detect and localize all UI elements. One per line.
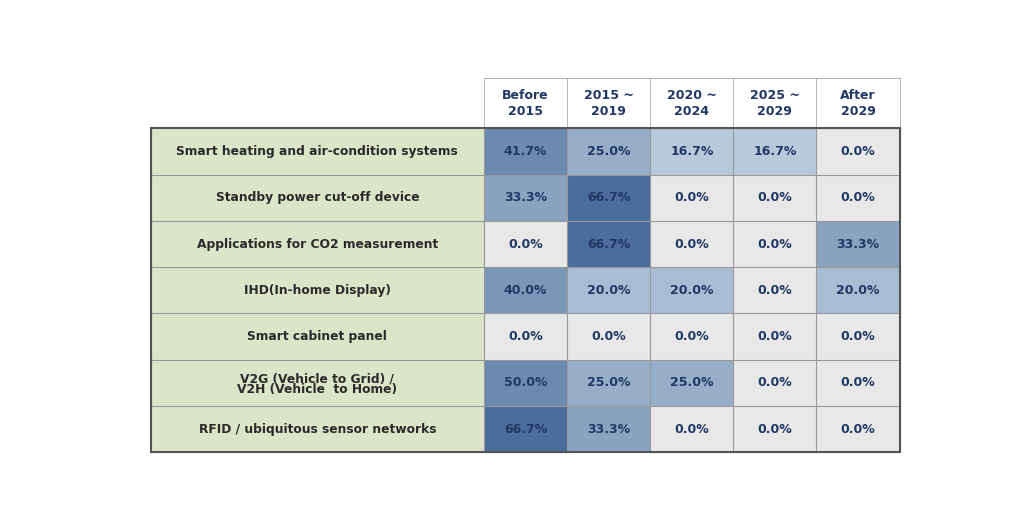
Bar — [817, 221, 900, 267]
Text: 33.3%: 33.3% — [587, 422, 631, 435]
Text: 0.0%: 0.0% — [674, 330, 709, 343]
Bar — [650, 313, 733, 360]
Bar — [484, 267, 567, 313]
Text: 0.0%: 0.0% — [841, 422, 876, 435]
Text: 50.0%: 50.0% — [503, 376, 547, 389]
Text: Smart cabinet panel: Smart cabinet panel — [247, 330, 387, 343]
Bar — [650, 406, 733, 452]
Bar — [567, 175, 650, 221]
Bar — [817, 175, 900, 221]
Bar — [567, 267, 650, 313]
Text: V2H (Vehicle  to Home): V2H (Vehicle to Home) — [237, 383, 398, 396]
Text: 0.0%: 0.0% — [674, 191, 709, 204]
Text: 0.0%: 0.0% — [841, 330, 876, 343]
Bar — [733, 129, 817, 175]
Bar — [151, 360, 484, 406]
Bar — [484, 313, 567, 360]
Text: 25.0%: 25.0% — [587, 145, 631, 158]
Text: 25.0%: 25.0% — [587, 376, 631, 389]
Bar — [567, 313, 650, 360]
Text: 0.0%: 0.0% — [841, 191, 876, 204]
Bar — [151, 406, 484, 452]
Bar — [650, 360, 733, 406]
Bar — [733, 267, 817, 313]
Text: Before
2015: Before 2015 — [502, 89, 549, 118]
Bar — [484, 406, 567, 452]
Bar — [733, 360, 817, 406]
Bar — [650, 129, 733, 175]
Text: 0.0%: 0.0% — [508, 238, 543, 251]
Bar — [151, 175, 484, 221]
Text: 66.7%: 66.7% — [503, 422, 547, 435]
Bar — [151, 313, 484, 360]
Bar — [817, 406, 900, 452]
Bar — [151, 129, 900, 452]
Bar — [567, 406, 650, 452]
Text: 41.7%: 41.7% — [503, 145, 547, 158]
Bar — [151, 267, 484, 313]
Bar — [567, 221, 650, 267]
Text: 20.0%: 20.0% — [587, 284, 631, 297]
Text: RFID / ubiquitous sensor networks: RFID / ubiquitous sensor networks — [198, 422, 436, 435]
Bar — [650, 175, 733, 221]
Text: 40.0%: 40.0% — [503, 284, 547, 297]
Text: 0.0%: 0.0% — [674, 422, 709, 435]
Bar — [567, 129, 650, 175]
Bar — [151, 221, 484, 267]
Bar — [567, 360, 650, 406]
Bar — [817, 129, 900, 175]
Text: Smart heating and air-condition systems: Smart heating and air-condition systems — [177, 145, 459, 158]
Text: 0.0%: 0.0% — [674, 238, 709, 251]
Bar — [817, 360, 900, 406]
Bar — [484, 221, 567, 267]
Bar — [817, 267, 900, 313]
Text: Standby power cut-off device: Standby power cut-off device — [216, 191, 419, 204]
Bar — [733, 175, 817, 221]
Text: 0.0%: 0.0% — [758, 330, 792, 343]
Text: 16.7%: 16.7% — [670, 145, 714, 158]
Bar — [484, 78, 900, 129]
Text: 0.0%: 0.0% — [758, 238, 792, 251]
Text: 25.0%: 25.0% — [670, 376, 714, 389]
Bar — [733, 406, 817, 452]
Bar — [733, 221, 817, 267]
Bar — [484, 129, 567, 175]
Text: 20.0%: 20.0% — [836, 284, 880, 297]
Text: Applications for CO2 measurement: Applications for CO2 measurement — [196, 238, 438, 251]
Text: 0.0%: 0.0% — [591, 330, 626, 343]
Bar — [484, 175, 567, 221]
Text: 66.7%: 66.7% — [587, 238, 631, 251]
Text: 0.0%: 0.0% — [758, 422, 792, 435]
Text: After
2029: After 2029 — [840, 89, 876, 118]
Text: 0.0%: 0.0% — [841, 145, 876, 158]
Text: 2020 ~
2024: 2020 ~ 2024 — [667, 89, 717, 118]
Text: 0.0%: 0.0% — [758, 284, 792, 297]
Text: 2025 ~
2029: 2025 ~ 2029 — [750, 89, 799, 118]
Text: 0.0%: 0.0% — [508, 330, 543, 343]
Bar — [484, 360, 567, 406]
Text: 16.7%: 16.7% — [754, 145, 796, 158]
Text: 33.3%: 33.3% — [836, 238, 880, 251]
Text: 0.0%: 0.0% — [758, 191, 792, 204]
Text: 66.7%: 66.7% — [587, 191, 631, 204]
Bar — [650, 221, 733, 267]
Text: V2G (Vehicle to Grid) /: V2G (Vehicle to Grid) / — [240, 373, 395, 386]
Bar — [151, 129, 484, 175]
Text: 0.0%: 0.0% — [841, 376, 876, 389]
Text: 0.0%: 0.0% — [758, 376, 792, 389]
Bar — [650, 267, 733, 313]
Bar — [733, 313, 817, 360]
Text: 20.0%: 20.0% — [670, 284, 714, 297]
Bar — [817, 313, 900, 360]
Text: 2015 ~
2019: 2015 ~ 2019 — [584, 89, 634, 118]
Text: 33.3%: 33.3% — [504, 191, 547, 204]
Text: IHD(In-home Display): IHD(In-home Display) — [244, 284, 391, 297]
